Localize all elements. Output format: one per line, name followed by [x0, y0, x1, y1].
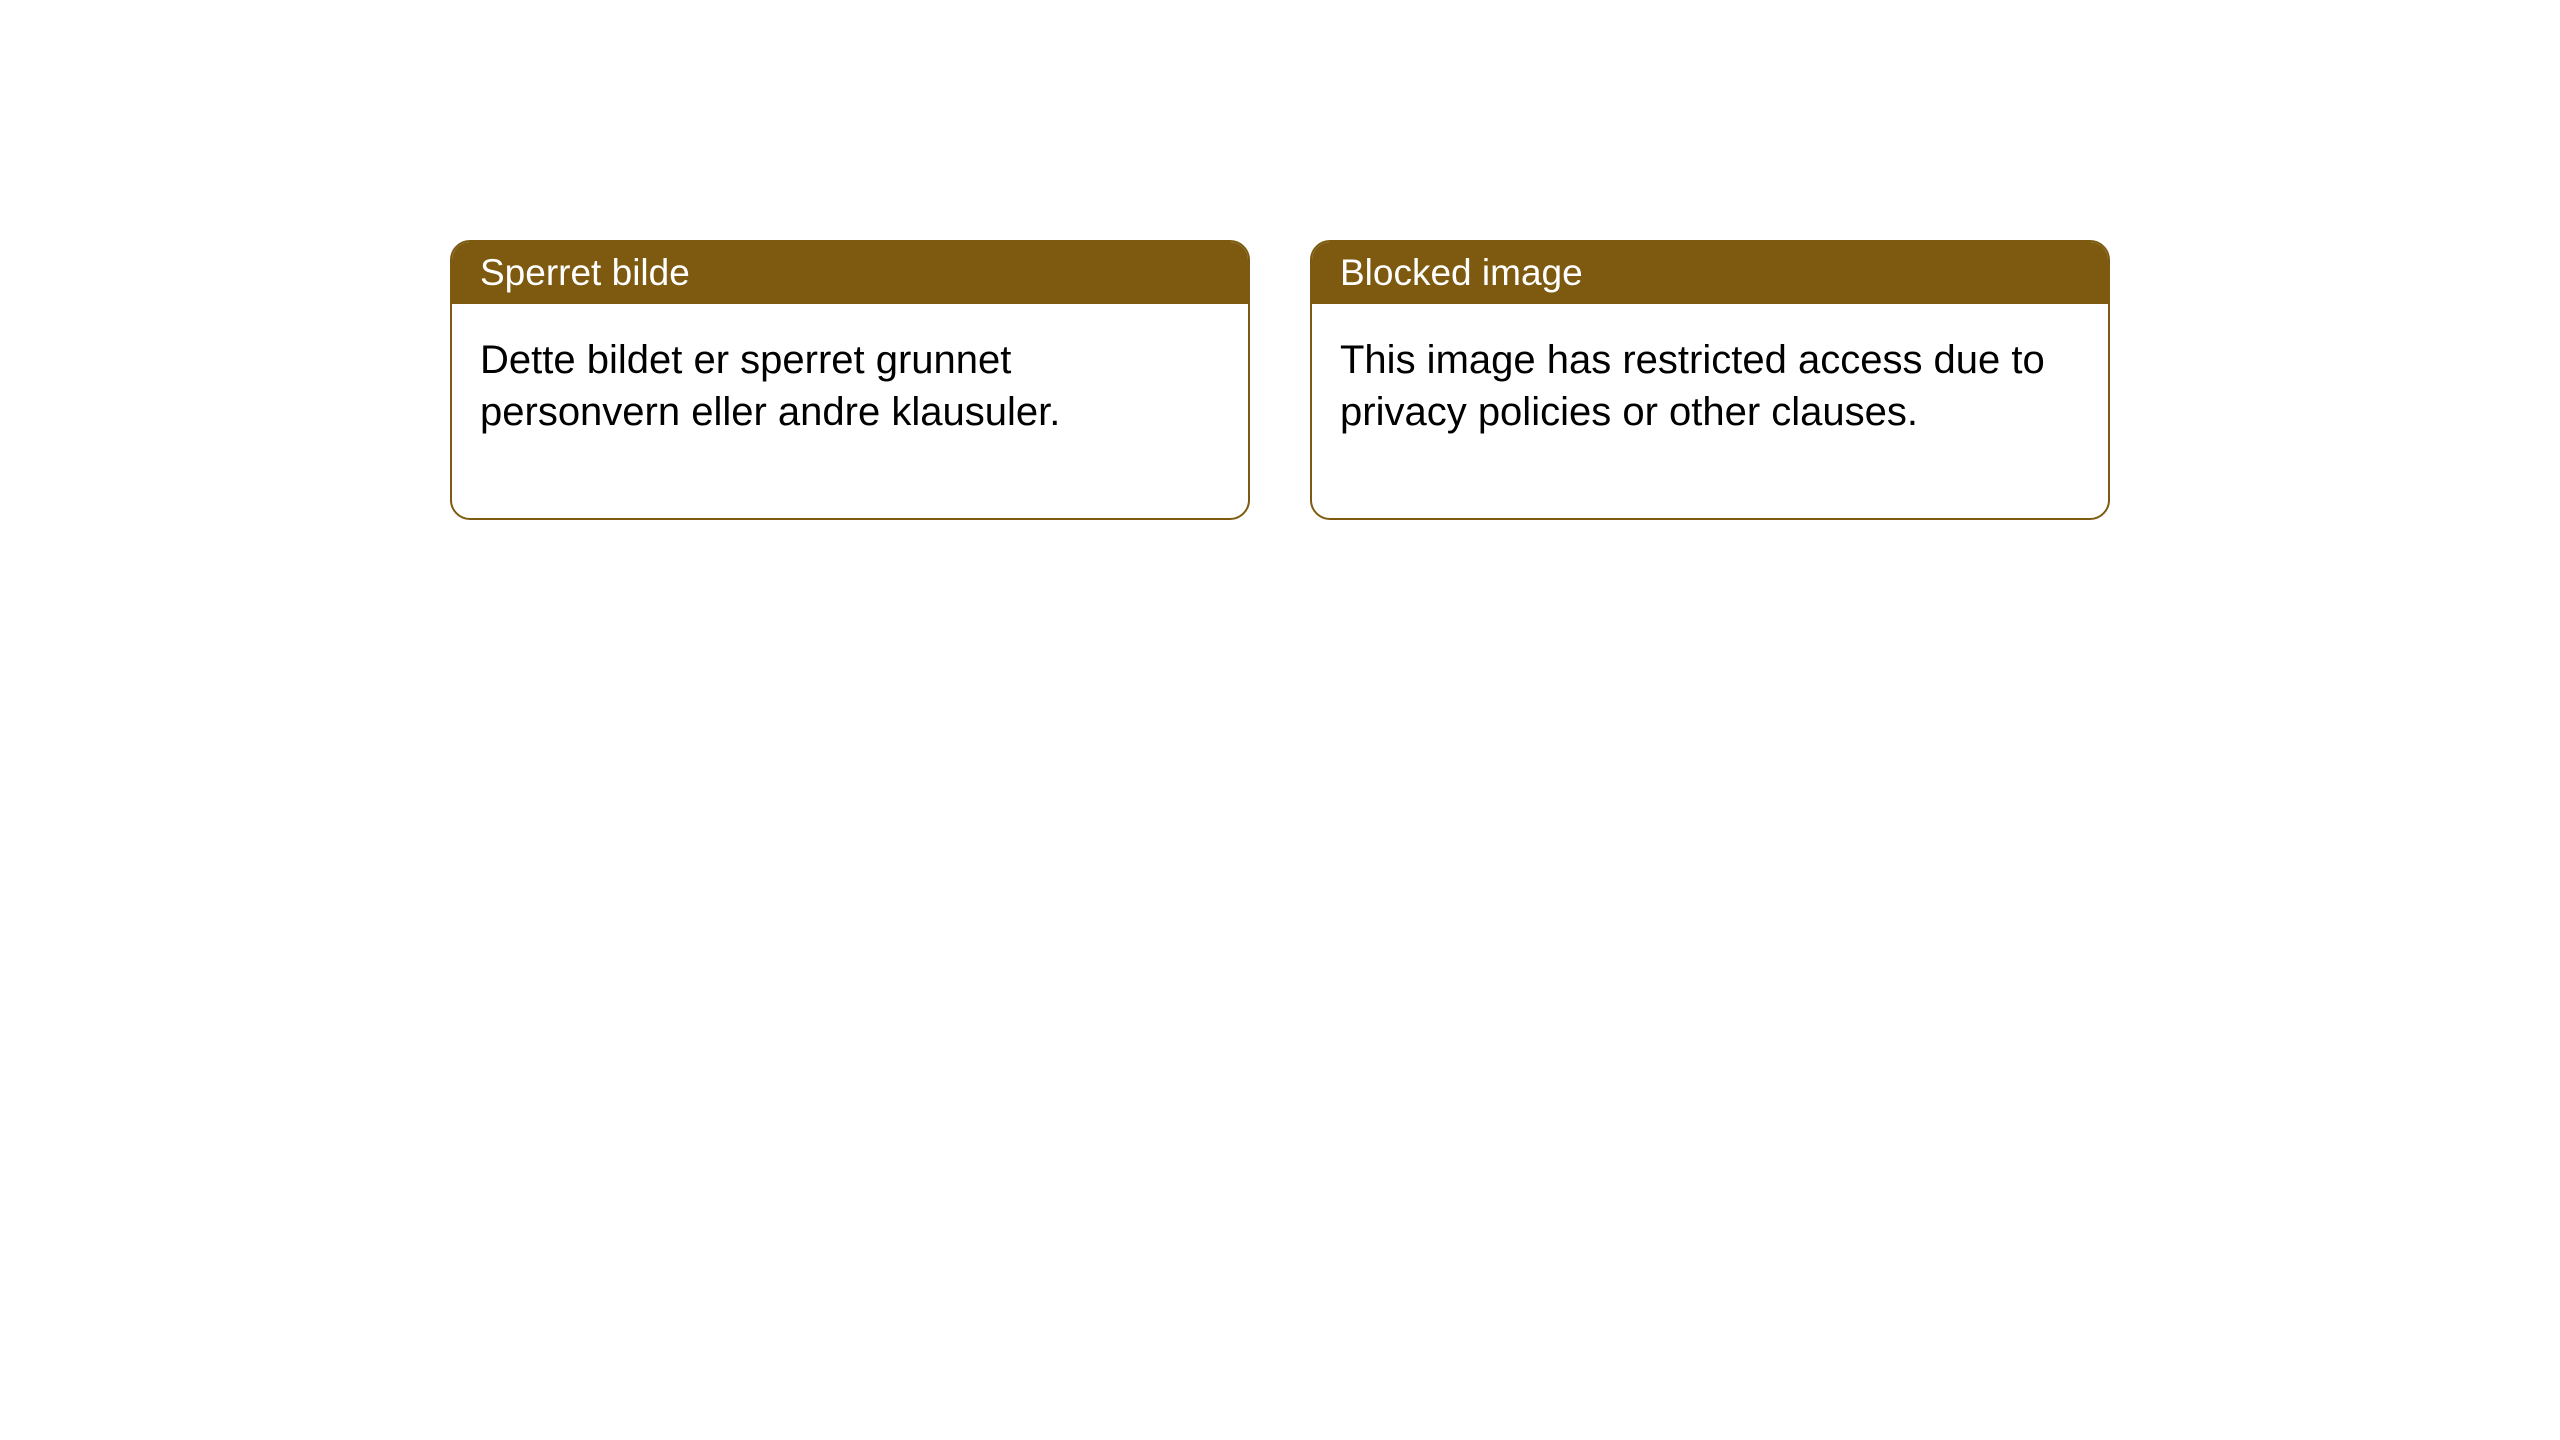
notice-body: This image has restricted access due to … — [1312, 304, 2108, 518]
notice-title: Blocked image — [1340, 252, 1583, 293]
notice-body-text: Dette bildet er sperret grunnet personve… — [480, 338, 1060, 434]
notice-title: Sperret bilde — [480, 252, 690, 293]
notice-box-english: Blocked image This image has restricted … — [1310, 240, 2110, 520]
notice-container: Sperret bilde Dette bildet er sperret gr… — [450, 240, 2110, 520]
notice-header: Sperret bilde — [452, 242, 1248, 304]
notice-header: Blocked image — [1312, 242, 2108, 304]
notice-box-norwegian: Sperret bilde Dette bildet er sperret gr… — [450, 240, 1250, 520]
notice-body-text: This image has restricted access due to … — [1340, 338, 2045, 434]
notice-body: Dette bildet er sperret grunnet personve… — [452, 304, 1248, 518]
